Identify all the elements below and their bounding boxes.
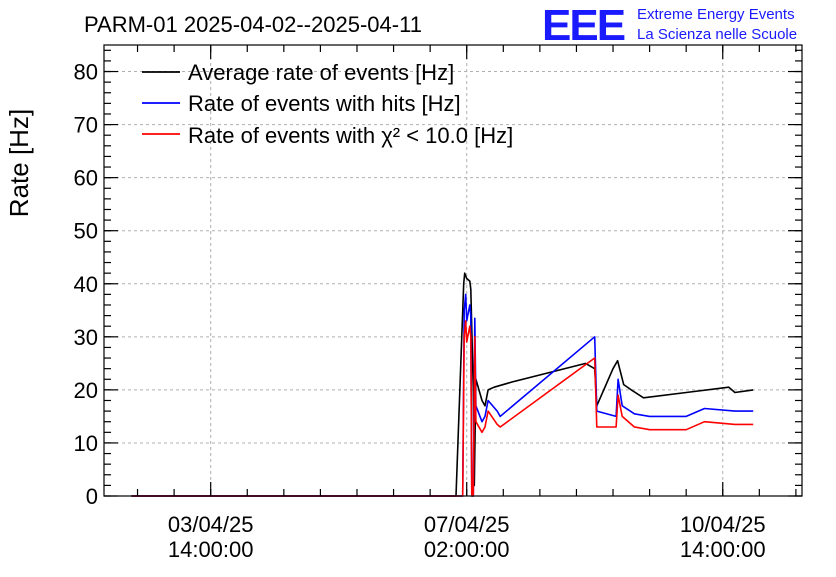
series-line-average [131,272,754,497]
y-tick-label: 0 [86,484,98,509]
x-tick-label-date: 03/04/25 [168,512,254,537]
x-tick-label-time: 14:00:00 [168,537,254,562]
y-tick-label: 40 [74,272,98,297]
y-tick-label: 10 [74,431,98,456]
legend-label-average: Average rate of events [Hz] [188,60,454,85]
y-axis-label: Rate [Hz] [4,109,34,217]
y-tick-label: 60 [74,166,98,191]
x-tick-label-date: 07/04/25 [424,512,510,537]
eee-logo: EEE [542,1,625,50]
y-tick-label: 30 [74,325,98,350]
series-line-hits [131,293,754,497]
axes: 0102030405060708003/04/2514:00:0007/04/2… [74,44,803,562]
x-tick-label-time: 14:00:00 [680,537,766,562]
legend: Average rate of events [Hz] Rate of even… [142,60,513,148]
y-tick-label: 70 [74,113,98,138]
plot-frame [103,44,803,497]
y-tick-label: 80 [74,60,98,85]
series-layer [131,272,754,497]
y-tick-label: 20 [74,378,98,403]
legend-label-hits: Rate of events with hits [Hz] [188,91,461,116]
x-tick-label-time: 02:00:00 [424,537,510,562]
chart-title: PARM-01 2025-04-02--2025-04-11 [84,12,422,37]
x-tick-label-date: 10/04/25 [680,512,766,537]
y-tick-label: 50 [74,219,98,244]
grid [104,45,802,496]
brand-line-1: Extreme Energy Events [637,6,795,23]
brand-line-2: La Scienza nelle Scuole [637,26,797,43]
series-line-chi2 [131,320,754,497]
legend-label-chi2: Rate of events with χ² < 10.0 [Hz] [188,123,513,148]
